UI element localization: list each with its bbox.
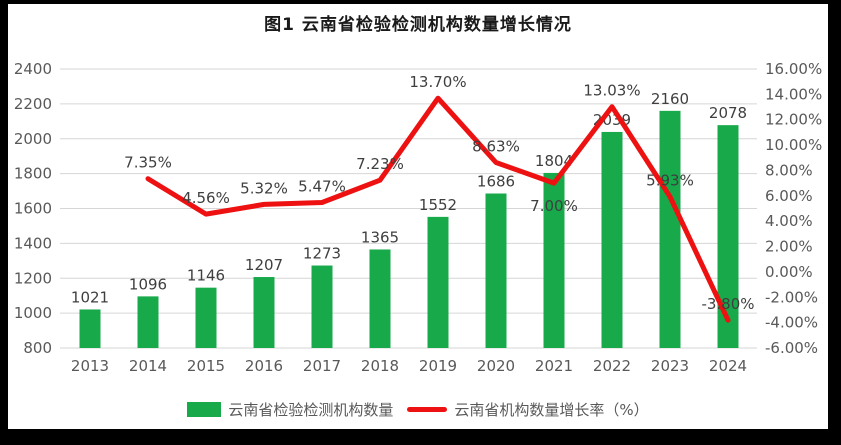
line-series-legend-label: 云南省机构数量增长率（%） xyxy=(454,401,649,419)
bar-label-2018: 1365 xyxy=(361,228,399,246)
right-axis-tick: 10.00% xyxy=(765,136,822,154)
bar-label-2024: 2078 xyxy=(709,104,747,122)
line-label-2022: 13.03% xyxy=(583,82,640,100)
bar-label-2023: 2160 xyxy=(651,90,689,108)
line-label-2023: 5.93% xyxy=(646,172,694,190)
bar-label-2020: 1686 xyxy=(477,173,515,191)
x-axis-label-2014: 2014 xyxy=(129,357,167,375)
line-label-2016: 5.32% xyxy=(240,179,288,197)
chart-title: 图1 云南省检验检测机构数量增长情况 xyxy=(264,14,572,35)
bar-label-2021: 1804 xyxy=(535,152,573,170)
right-axis-tick: 0.00% xyxy=(765,263,813,281)
bar-series-legend-label: 云南省检验检测机构数量 xyxy=(228,401,394,419)
bar-2017 xyxy=(311,265,333,348)
right-axis-tick: 14.00% xyxy=(765,85,822,103)
right-axis-tick: 4.00% xyxy=(765,212,813,230)
left-axis-tick: 2000 xyxy=(14,130,52,148)
chart-legend: 云南省检验检测机构数量 云南省机构数量增长率（%） xyxy=(8,390,828,429)
left-axis-tick: 1400 xyxy=(14,234,52,252)
bar-2020 xyxy=(485,193,507,348)
x-axis-label-2020: 2020 xyxy=(477,357,515,375)
bar-2013 xyxy=(79,309,101,348)
x-axis-label-2019: 2019 xyxy=(419,357,457,375)
right-axis-tick: 6.00% xyxy=(765,187,813,205)
bar-2023 xyxy=(659,110,681,348)
x-axis-label-2016: 2016 xyxy=(245,357,283,375)
x-axis-label-2018: 2018 xyxy=(361,357,399,375)
bar-label-2014: 1096 xyxy=(129,275,167,293)
x-axis-label-2015: 2015 xyxy=(187,357,225,375)
bar-2022 xyxy=(601,131,623,348)
bar-label-2013: 1021 xyxy=(71,288,109,306)
left-axis-tick: 1800 xyxy=(14,165,52,183)
bar-series-swatch-icon xyxy=(187,402,222,417)
title-row: 图1 云南省检验检测机构数量增长情况 xyxy=(8,4,828,40)
bar-2024 xyxy=(717,125,739,349)
chart-area: 800 1000 1200 1400 1600 1800 2000 2200 2400 -6.00… xyxy=(14,60,822,375)
left-axis-tick: 1600 xyxy=(14,200,52,218)
right-axis-tick: 8.00% xyxy=(765,161,813,179)
line-label-2017: 5.47% xyxy=(298,178,346,196)
line-label-2020: 8.63% xyxy=(472,137,520,155)
bar-2016 xyxy=(253,277,275,348)
right-axis-tick: 2.00% xyxy=(765,238,813,256)
right-axis-tick: -4.00% xyxy=(765,314,818,332)
line-label-2018: 7.23% xyxy=(356,155,404,173)
right-axis-tick: 16.00% xyxy=(765,60,822,78)
line-label-2024: -3.80% xyxy=(701,295,754,313)
x-axis-label-2017: 2017 xyxy=(303,357,341,375)
line-label-2014: 7.35% xyxy=(124,154,172,172)
line-label-2015: 4.56% xyxy=(182,189,230,207)
left-axis-tick: 2400 xyxy=(14,60,52,78)
x-axis-label-2021: 2021 xyxy=(535,357,573,375)
left-axis-tick: 2200 xyxy=(14,95,52,113)
bar-label-2017: 1273 xyxy=(303,245,341,263)
bar-2015 xyxy=(195,287,217,348)
right-axis-tick: -2.00% xyxy=(765,288,818,306)
bar-2014 xyxy=(137,296,159,348)
x-axis-label-2023: 2023 xyxy=(651,357,689,375)
growth-rate-line xyxy=(145,95,731,323)
line-label-2021: 7.00% xyxy=(530,197,578,215)
legend-item-line-series: 云南省机构数量增长率（%） xyxy=(407,399,649,420)
bar-2018 xyxy=(369,249,391,348)
right-axis-tick: 12.00% xyxy=(765,111,822,129)
right-axis-tick: -6.00% xyxy=(765,339,818,357)
line-label-2019: 13.70% xyxy=(409,73,466,91)
bar-label-2015: 1146 xyxy=(187,267,225,285)
left-axis-tick: 800 xyxy=(23,339,52,357)
left-axis-tick: 1000 xyxy=(14,304,52,322)
line-series-swatch-icon xyxy=(407,407,448,412)
left-axis-tick: 1200 xyxy=(14,269,52,287)
x-axis-label-2024: 2024 xyxy=(709,357,747,375)
x-axis-label-2022: 2022 xyxy=(593,357,631,375)
bar-label-2016: 1207 xyxy=(245,256,283,274)
x-axis-label-2013: 2013 xyxy=(71,357,109,375)
bar-label-2019: 1552 xyxy=(419,196,457,214)
bar-2019 xyxy=(427,216,449,348)
legend-item-bar-series: 云南省检验检测机构数量 xyxy=(187,399,393,420)
bar-2021 xyxy=(543,172,565,348)
